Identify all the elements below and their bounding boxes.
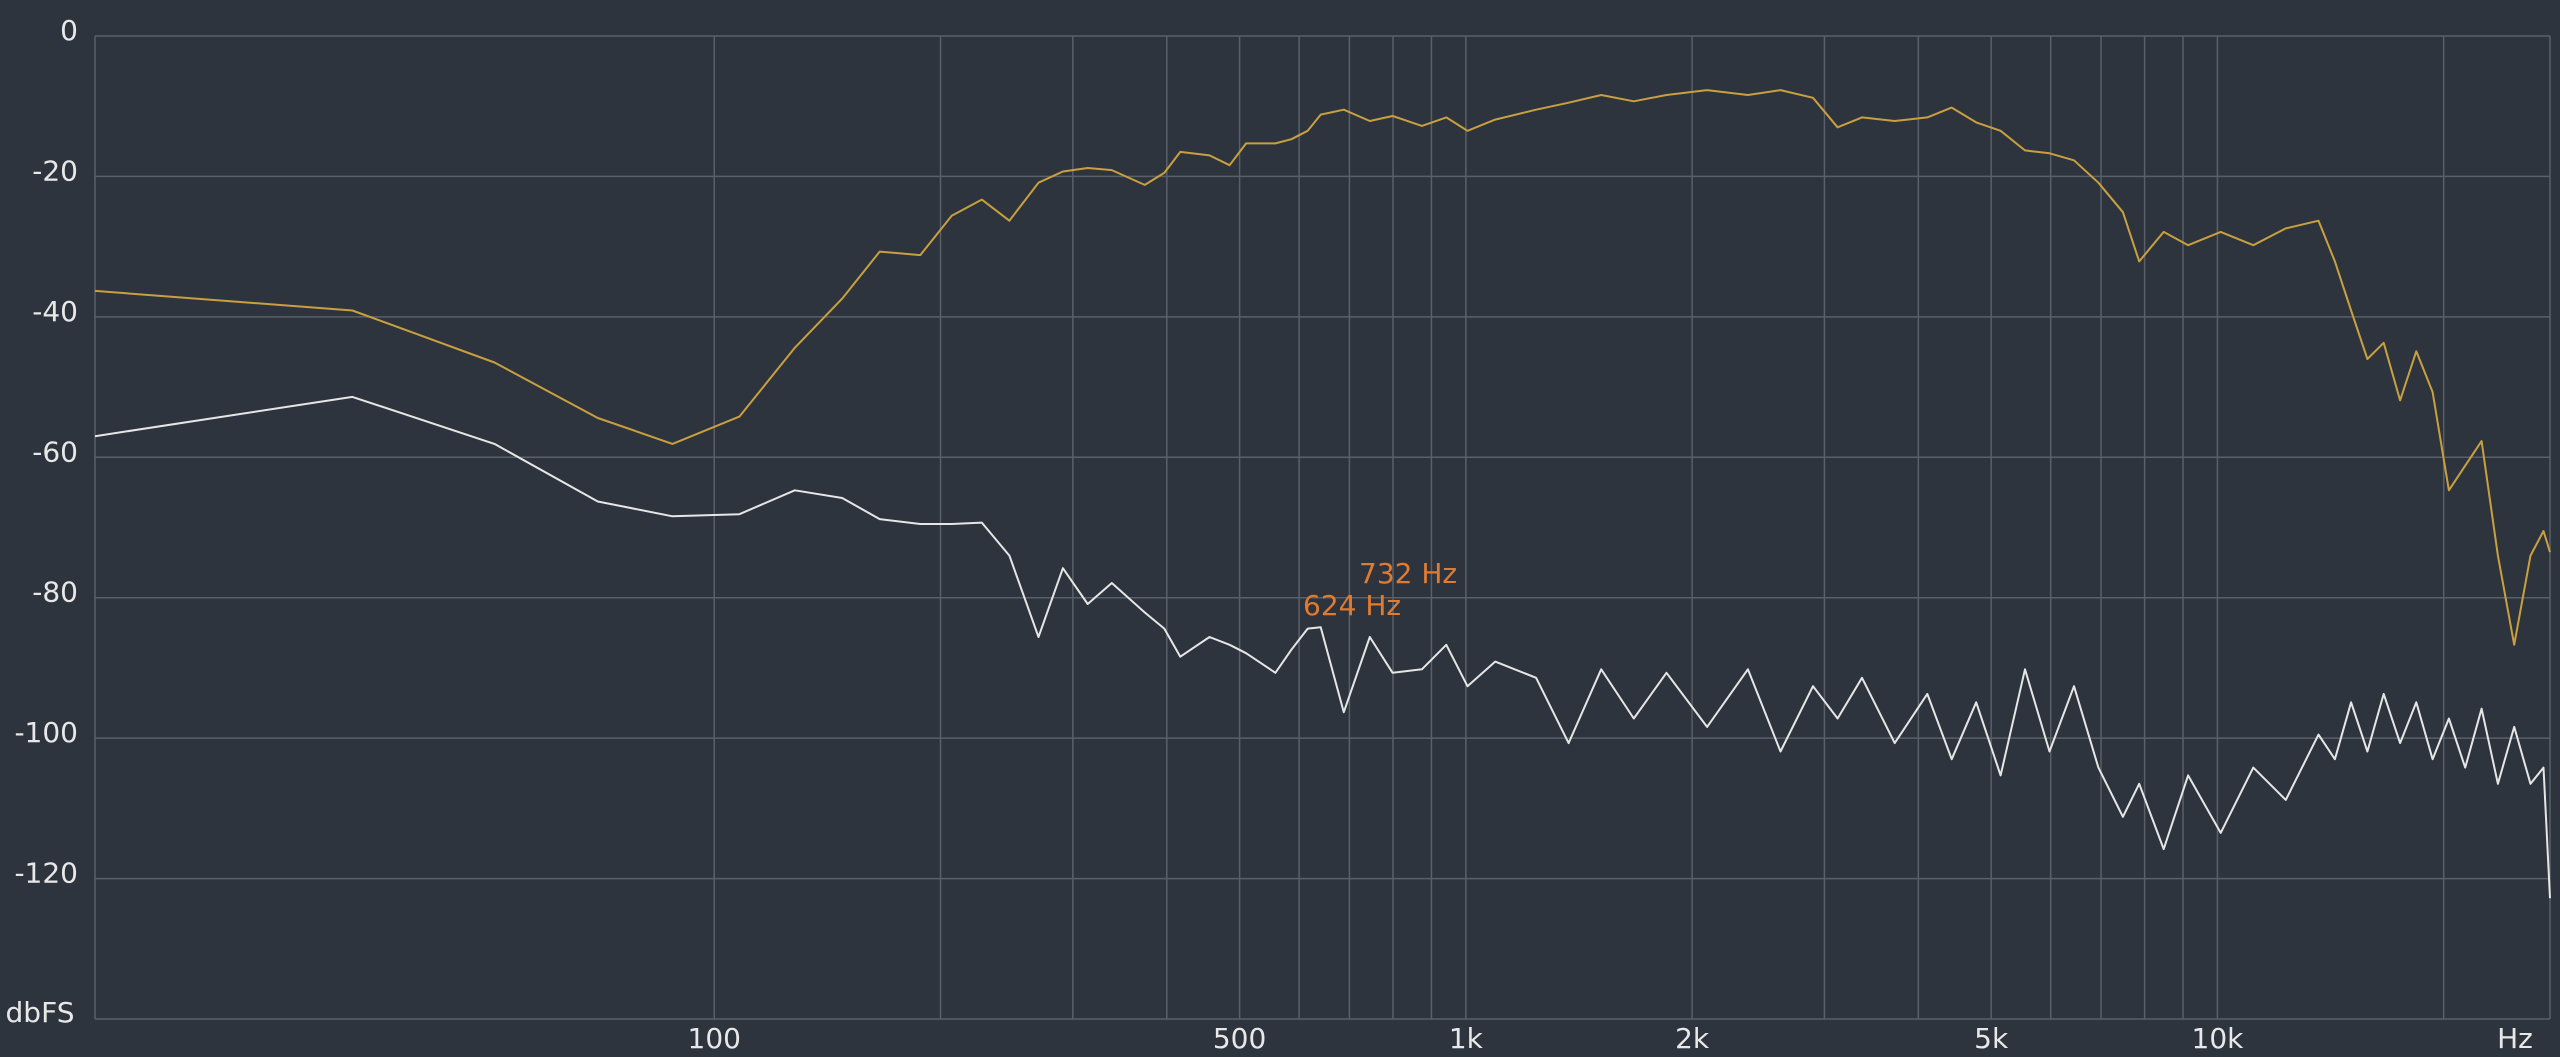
x-tick-label: 1k [1449, 1022, 1484, 1055]
y-tick-label: -80 [32, 576, 78, 609]
x-axis-label: Hz [2497, 1022, 2533, 1055]
spectrum-line [94, 395, 2551, 899]
y-tick-label: -40 [32, 295, 78, 328]
y-tick-label: -120 [14, 857, 78, 890]
x-tick-label: 500 [1213, 1022, 1266, 1055]
y-tick-label: -60 [32, 435, 78, 468]
x-tick-label: 100 [688, 1022, 741, 1055]
x-tick-label: 5k [1974, 1022, 2009, 1055]
y-axis-label: dbFS [6, 996, 75, 1029]
spectrum-line [94, 89, 2551, 646]
peak-annotation: 732 Hz [1359, 557, 1457, 590]
y-tick-label: -100 [14, 716, 78, 749]
y-tick-label: 0 [60, 14, 78, 47]
x-tick-label: 10k [2192, 1022, 2245, 1055]
x-tick-label: 2k [1675, 1022, 1710, 1055]
peak-annotation: 624 Hz [1303, 589, 1401, 622]
y-tick-label: -20 [32, 154, 78, 187]
